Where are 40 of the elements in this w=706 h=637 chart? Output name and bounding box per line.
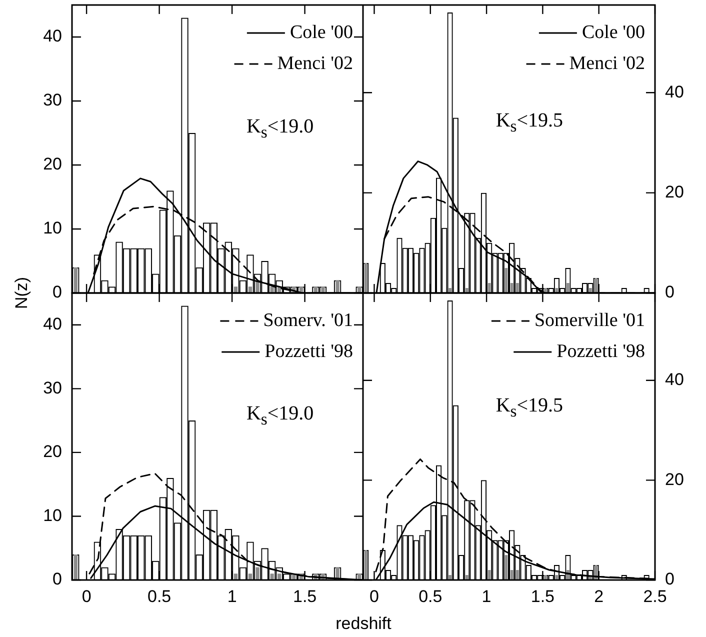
y-tick-label: 0	[52, 282, 62, 302]
legend-label: Pozzetti '98	[264, 340, 354, 362]
x-tick-label: 1	[227, 587, 237, 606]
legend-label: Pozzetti '98	[556, 340, 646, 362]
annotation: K$_{s}$<19.0	[246, 402, 314, 430]
y-tick-label: 0	[665, 570, 674, 589]
x-tick-label: 0	[369, 587, 379, 606]
y-tick-label: 0	[665, 282, 674, 302]
y-tick-label: 30	[43, 90, 62, 110]
annotation: K$_{s}$<19.5	[496, 394, 564, 422]
legend-label: Cole '00	[290, 22, 354, 43]
x-tick-label: 0.5	[147, 587, 172, 606]
y-tick-label: 20	[43, 442, 62, 462]
y-axis-title: N(z)	[12, 276, 32, 309]
x-tick-label: 1.5	[292, 587, 317, 606]
y-tick-label: 20	[665, 182, 684, 202]
legend-label: Somerv. '01	[263, 310, 353, 331]
y-tick-label: 40	[43, 314, 62, 334]
legend-label: Menci '02	[277, 52, 354, 74]
x-tick-label: 2	[594, 587, 604, 606]
x-tick-label: 0.5	[418, 587, 442, 606]
legend-label: Cole '00	[582, 22, 646, 43]
x-axis-title: redshift	[336, 614, 392, 634]
annotation: K$_{s}$<19.0	[246, 115, 314, 142]
x-tick-label: 1	[482, 587, 492, 606]
y-tick-label: 20	[665, 470, 684, 489]
x-tick-label: 1.5	[530, 587, 555, 606]
legend-label: Menci '02	[569, 52, 646, 74]
y-tick-label: 10	[43, 218, 62, 238]
y-tick-label: 10	[43, 506, 62, 525]
annotation: K$_{s}$<19.5	[496, 110, 564, 137]
y-tick-label: 20	[43, 154, 62, 174]
y-tick-label: 40	[665, 370, 684, 390]
y-tick-label: 30	[43, 378, 62, 398]
legend-label: Somerville '01	[534, 310, 646, 331]
x-tick-label: 0	[82, 587, 92, 606]
y-tick-label: 40	[43, 26, 62, 46]
y-tick-label: 0	[52, 570, 62, 589]
y-tick-label: 40	[665, 82, 684, 102]
x-tick-label: 2.5	[643, 587, 667, 606]
